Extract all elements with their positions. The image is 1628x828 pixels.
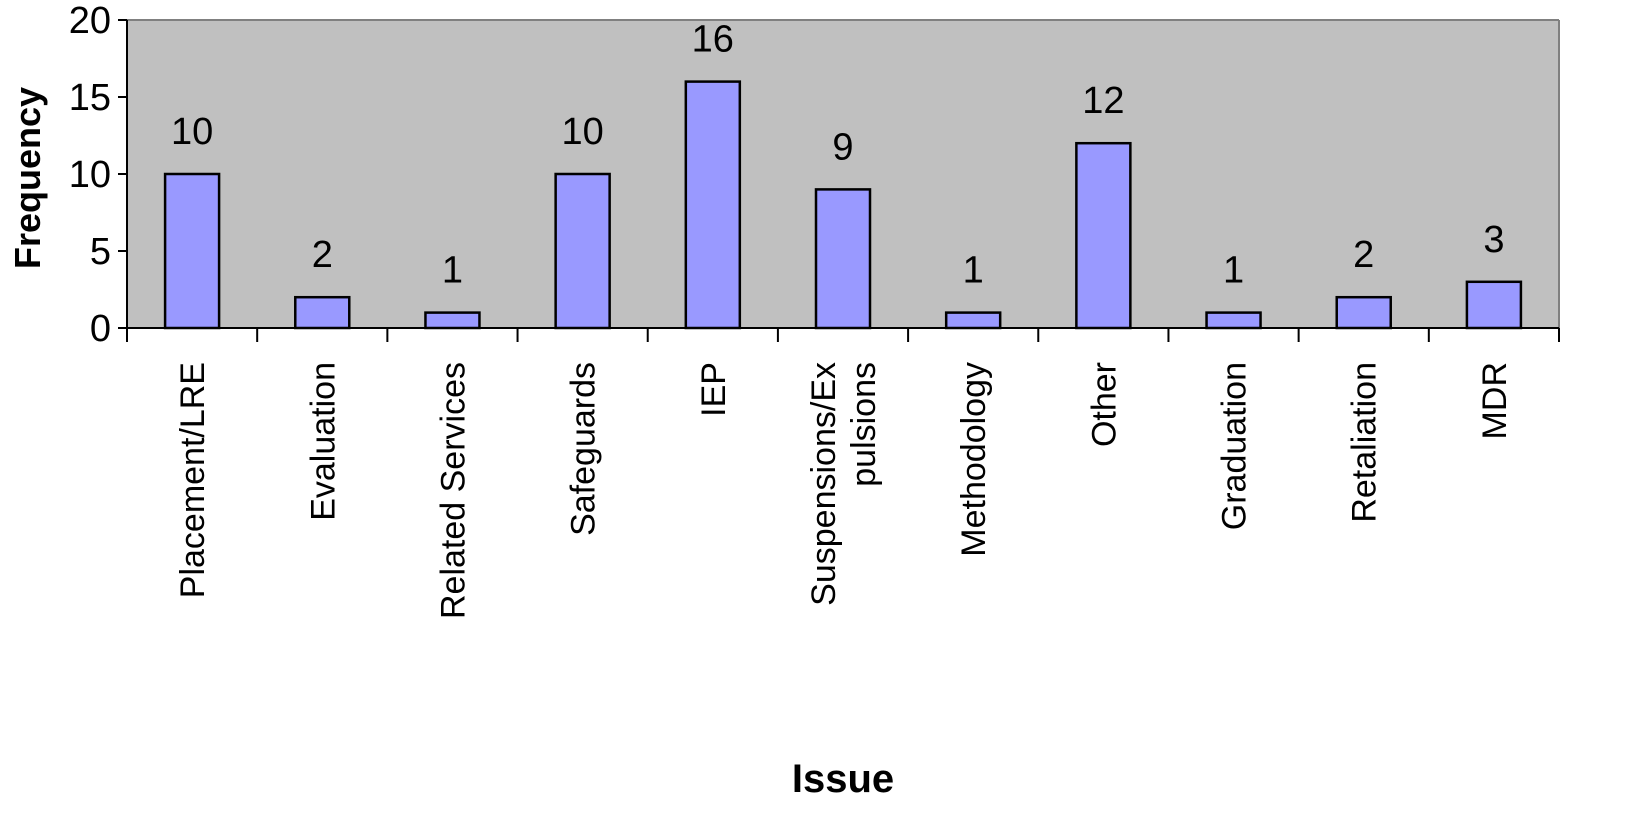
category-label-line: Safeguards — [565, 362, 603, 536]
data-label: 10 — [561, 111, 603, 153]
category-label-line: IEP — [695, 362, 733, 417]
category-label: Other — [1085, 362, 1123, 447]
x-axis-title: Issue — [792, 757, 894, 801]
bar — [294, 295, 351, 330]
category-label-line: pulsions — [845, 362, 883, 487]
category-label: Retaliation — [1346, 362, 1384, 523]
category-label: Related Services — [434, 362, 472, 619]
bar — [944, 311, 1002, 330]
data-label: 1 — [963, 250, 984, 292]
category-label-line: Methodology — [955, 362, 993, 557]
category-labels: Placement/LRE Evaluation Related Services S… — [174, 362, 1514, 619]
y-tick-label: 20 — [69, 0, 111, 42]
data-label: 10 — [171, 111, 213, 153]
bar — [1465, 280, 1523, 330]
category-label: IEP — [695, 362, 733, 417]
category-label: Evaluation — [304, 362, 342, 521]
y-axis-title: Frequency — [7, 87, 48, 269]
data-label: 3 — [1483, 219, 1504, 261]
bar — [1205, 311, 1262, 330]
bar — [1075, 141, 1132, 330]
bar — [163, 172, 221, 330]
category-label-line: Retaliation — [1346, 362, 1384, 523]
category-label: MDR — [1476, 362, 1514, 439]
axes — [126, 19, 1560, 342]
y-tick-label: 5 — [90, 231, 111, 273]
y-ticks: 0 5 10 15 20 — [69, 0, 127, 350]
category-label-line: Evaluation — [304, 362, 342, 521]
category-label: Graduation — [1216, 362, 1254, 530]
category-label: Suspensions/Ex pulsions — [805, 362, 883, 606]
category-label-line: Placement/LRE — [174, 362, 212, 598]
bar — [814, 188, 872, 330]
y-tick-label: 0 — [90, 308, 111, 350]
bar — [554, 172, 611, 330]
data-label: 1 — [442, 250, 463, 292]
category-label-line: Related Services — [434, 362, 472, 619]
y-tick-label: 15 — [69, 77, 111, 119]
category-label-line: Suspensions/Ex — [805, 362, 843, 606]
bar — [424, 311, 481, 330]
data-label: 16 — [692, 19, 734, 61]
bars — [163, 80, 1523, 330]
category-label: Safeguards — [565, 362, 603, 536]
y-tick-label: 10 — [69, 154, 111, 196]
bar — [684, 80, 742, 330]
category-label-line: Other — [1085, 362, 1123, 447]
category-label-line: Graduation — [1216, 362, 1254, 530]
data-label: 2 — [1353, 234, 1374, 276]
category-label-line: MDR — [1476, 362, 1514, 439]
data-label: 2 — [312, 234, 333, 276]
category-label: Placement/LRE — [174, 362, 212, 598]
data-label: 1 — [1223, 250, 1244, 292]
category-label: Methodology — [955, 362, 993, 557]
data-label: 12 — [1082, 80, 1124, 122]
bar — [1335, 295, 1392, 330]
data-label: 9 — [832, 126, 853, 168]
